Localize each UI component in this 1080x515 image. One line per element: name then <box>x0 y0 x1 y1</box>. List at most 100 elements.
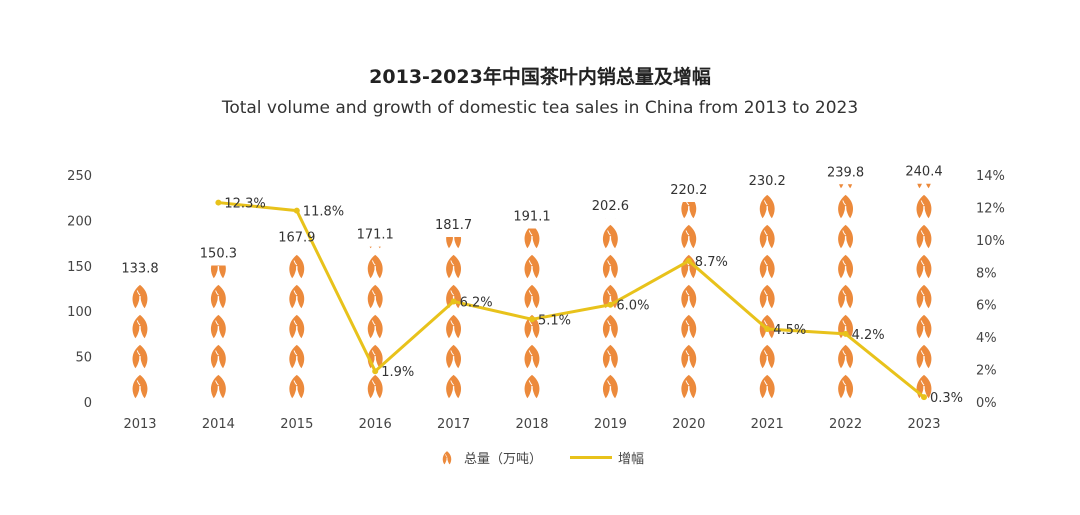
x-tick-2014: 2014 <box>202 417 235 432</box>
tea-leaf-icon <box>915 314 933 339</box>
y-right-tick: 6% <box>976 299 997 314</box>
y-right-tick: 8% <box>976 266 997 281</box>
volume-label-2020: 220.2 <box>670 183 707 198</box>
growth-point-2020 <box>685 257 692 264</box>
tea-leaf-icon <box>523 374 541 399</box>
tea-leaf-icon <box>758 194 776 219</box>
growth-point-2016 <box>372 368 379 375</box>
tea-leaf-icon <box>523 344 541 369</box>
tea-leaf-icon <box>915 284 933 309</box>
bar-2015 <box>288 254 306 399</box>
tea-leaf-icon <box>602 224 619 249</box>
tea-leaf-icon <box>288 344 306 369</box>
y-right-tick: 4% <box>976 331 997 346</box>
tea-leaf-icon <box>602 314 619 339</box>
volume-label-2015: 167.9 <box>278 231 315 246</box>
volume-label-2018: 191.1 <box>513 209 550 224</box>
y-right-tick: 2% <box>976 364 997 379</box>
bar-2018 <box>523 228 541 399</box>
growth-label-2017: 6.2% <box>460 295 493 310</box>
tea-leaf-icon <box>288 284 306 309</box>
growth-label-2014: 12.3% <box>224 197 265 212</box>
tea-leaf-icon <box>523 284 541 309</box>
tea-leaf-icon <box>210 344 227 369</box>
tea-leaf-icon <box>210 374 227 399</box>
volume-label-2016: 171.1 <box>357 228 394 243</box>
growth-point-2015 <box>293 207 300 214</box>
legend-label-growth: 增幅 <box>618 452 645 467</box>
growth-point-2017 <box>450 298 457 305</box>
growth-label-2020: 8.7% <box>695 255 728 270</box>
tea-leaf-icon <box>442 450 452 465</box>
y-right-tick: 10% <box>976 234 1005 249</box>
x-tick-2022: 2022 <box>829 417 862 432</box>
tea-leaf-icon <box>288 254 306 279</box>
tea-leaf-icon <box>758 344 776 369</box>
bar-2014 <box>210 265 227 399</box>
x-tick-2023: 2023 <box>907 417 940 432</box>
growth-line <box>218 201 925 399</box>
tea-leaf-icon <box>680 284 698 309</box>
growth-point-2021 <box>764 326 771 333</box>
tea-leaf-icon <box>210 284 227 309</box>
y-left-tick: 0 <box>84 396 92 411</box>
x-tick-2019: 2019 <box>594 417 627 432</box>
growth-point-2014 <box>215 199 222 206</box>
tea-leaf-icon <box>680 344 698 369</box>
growth-label-2022: 4.2% <box>852 328 885 343</box>
bar-2023 <box>915 183 933 399</box>
y-right-tick: 14% <box>976 169 1005 184</box>
growth-label-2023: 0.3% <box>930 391 963 406</box>
tea-leaf-icon <box>288 314 306 339</box>
legend-item-volume: 总量（万吨） <box>436 448 542 467</box>
tea-leaf-icon <box>131 284 149 309</box>
tea-leaf-icon <box>366 314 384 339</box>
y-left-tick: 150 <box>67 260 92 275</box>
chart-legend: 总量（万吨） 增幅 <box>0 448 1080 467</box>
tea-leaf-icon <box>523 254 541 279</box>
legend-item-growth: 增幅 <box>570 448 644 467</box>
legend-line-swatch <box>570 456 612 459</box>
tea-leaf-icon <box>915 194 933 219</box>
bar-2021 <box>758 194 776 399</box>
tea-leaf-icon <box>445 344 462 369</box>
growth-point-2019 <box>607 301 614 308</box>
volume-label-2017: 181.7 <box>435 218 472 233</box>
tea-leaf-icon <box>366 284 384 309</box>
tea-leaf-icon <box>837 284 854 309</box>
tea-leaf-icon <box>680 374 698 399</box>
tea-leaf-icon <box>445 374 462 399</box>
chart-title: 2013-2023年中国茶叶内销总量及增幅 <box>369 66 711 88</box>
bar-2020 <box>680 202 698 399</box>
tea-leaf-icon <box>680 202 698 219</box>
tea-leaf-icon <box>210 314 227 339</box>
tea-leaf-icon <box>445 314 462 339</box>
x-tick-2020: 2020 <box>672 417 705 432</box>
tea-leaf-icon <box>131 344 149 369</box>
x-tick-2021: 2021 <box>751 417 784 432</box>
volume-label-2019: 202.6 <box>592 199 629 214</box>
tea-leaf-icon <box>758 224 776 249</box>
growth-point-2018 <box>529 316 535 323</box>
y-right-tick: 0% <box>976 396 997 411</box>
y-left-tick: 250 <box>67 169 92 184</box>
volume-label-2023: 240.4 <box>905 165 942 180</box>
bar-2022 <box>837 184 854 399</box>
growth-point-2022 <box>842 330 849 337</box>
y-right-tick: 12% <box>976 201 1005 216</box>
tea-leaf-icon <box>602 374 619 399</box>
tea-leaf-icon <box>680 314 698 339</box>
tea-leaf-icon <box>758 374 776 399</box>
growth-label-2021: 4.5% <box>773 323 806 338</box>
volume-label-2021: 230.2 <box>749 174 786 189</box>
growth-label-2018: 5.1% <box>538 313 571 328</box>
y-left-tick: 100 <box>67 305 92 320</box>
tea-leaf-icon <box>837 254 854 279</box>
tea-leaf-icon <box>602 254 619 279</box>
tea-leaf-icon <box>915 254 933 279</box>
x-tick-2018: 2018 <box>515 417 548 432</box>
volume-label-2013: 133.8 <box>121 262 158 277</box>
tea-leaf-icon <box>837 344 854 369</box>
x-tick-2017: 2017 <box>437 417 470 432</box>
